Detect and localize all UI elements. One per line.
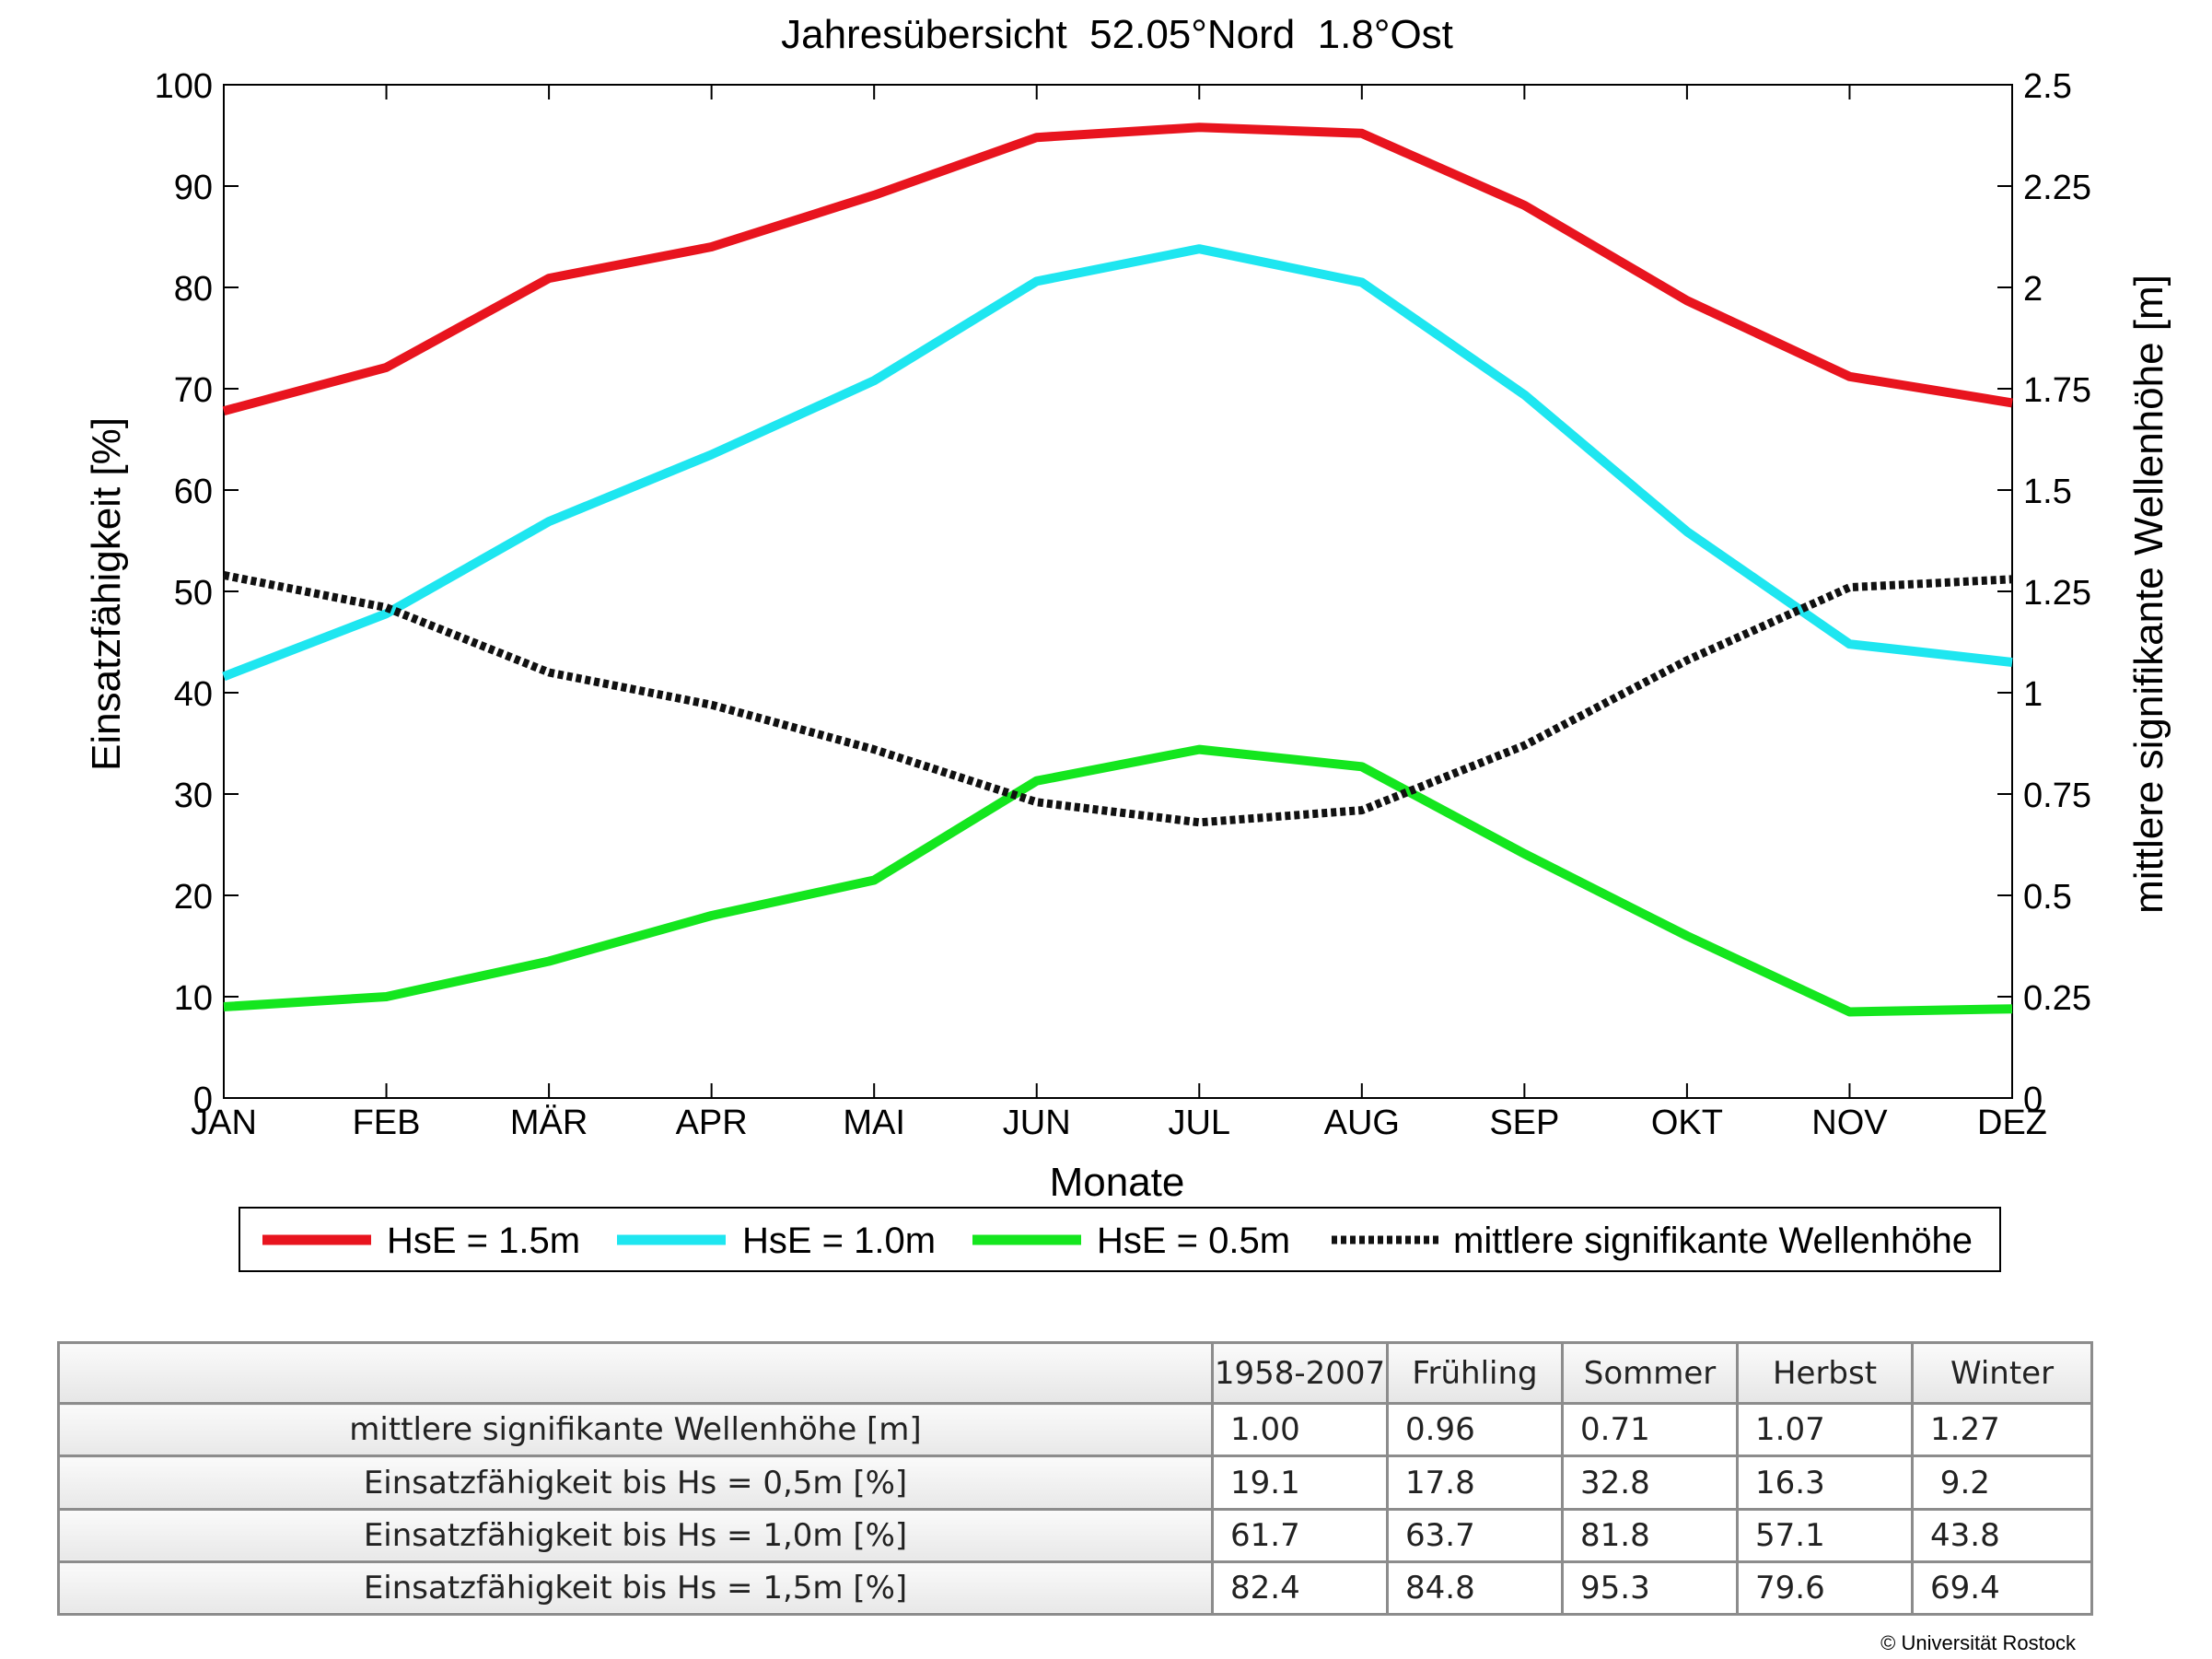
table-cell: 32.8: [1561, 1455, 1739, 1511]
y-axis-label: Einsatzfähigkeit [%]: [84, 417, 129, 771]
series-line-hse-1-0m: [222, 244, 2013, 682]
table-cell: 0.71: [1561, 1402, 1739, 1458]
series-line-hse-1-5m: [222, 123, 2013, 416]
table-cell: 57.1: [1736, 1507, 1914, 1563]
y2-tick-label: 2: [2023, 270, 2043, 309]
y2-tick-label: 1.75: [2023, 371, 2091, 410]
y2-tick-label: 0.75: [2023, 777, 2091, 815]
x-tick-label: AUG: [1324, 1104, 1400, 1142]
line-chart: Jahresübersicht 52.05°Nord 1.8°Ost 01020…: [84, 12, 2171, 1272]
plot-frame: [223, 84, 2013, 1099]
x-tick-label: OKT: [1651, 1104, 1723, 1142]
x-tick-label: NOV: [1811, 1104, 1888, 1142]
table-header-cell: Frühling: [1386, 1340, 1564, 1406]
x-tick-label: JUL: [1168, 1104, 1230, 1142]
y-tick-label: 50: [174, 574, 213, 613]
y2-tick-label: 1.25: [2023, 574, 2091, 613]
chart-title: Jahresübersicht 52.05°Nord 1.8°Ost: [781, 12, 1453, 57]
copyright-notice: © Universität Rostock: [1880, 1631, 2076, 1654]
table-cell: 19.1: [1211, 1455, 1389, 1511]
x-tick-label: MÄR: [510, 1104, 588, 1142]
table-cell: 81.8: [1561, 1507, 1739, 1563]
y2-tick-label: 2.25: [2023, 169, 2091, 207]
table-cell: 1.27: [1911, 1402, 2093, 1458]
table-cell: 84.8: [1386, 1560, 1564, 1617]
table-cell: 16.3: [1736, 1455, 1914, 1511]
table-cell: 17.8: [1386, 1455, 1564, 1511]
table-header-cell: [57, 1340, 1214, 1406]
table-header-cell: Sommer: [1561, 1340, 1739, 1406]
y-tick-label: 30: [174, 777, 213, 815]
statistics-table: 1958-2007 Frühling Sommer Herbst Winter …: [57, 1340, 2093, 1617]
table-cell: 1.07: [1736, 1402, 1914, 1458]
y-tick-label: 10: [174, 979, 213, 1018]
table-cell: 69.4: [1911, 1560, 2093, 1617]
y-tick-label: 70: [174, 371, 213, 410]
x-tick-label: MAI: [843, 1104, 905, 1142]
x-tick-label: FEB: [353, 1104, 421, 1142]
y-tick-label: 90: [174, 169, 213, 207]
y-tick-label: 60: [174, 473, 213, 511]
y2-tick-label: 0.5: [2023, 878, 2072, 917]
x-tick-label: APR: [676, 1104, 748, 1142]
series-line-mittlere-signifikante-wellenh-he: [223, 570, 2013, 827]
legend-label: HsE = 1.0m: [742, 1221, 936, 1261]
table-row: Einsatzfähigkeit bis Hs = 1,5m [%] 82.4 …: [57, 1560, 2093, 1617]
row-label: Einsatzfähigkeit bis Hs = 1,0m [%]: [57, 1507, 1214, 1563]
table-header-cell: Herbst: [1736, 1340, 1914, 1406]
table-row: Einsatzfähigkeit bis Hs = 1,0m [%] 61.7 …: [57, 1507, 2093, 1563]
legend-label: HsE = 0.5m: [1097, 1221, 1290, 1261]
table-row: mittlere signifikante Wellenhöhe [m] 1.0…: [57, 1402, 2093, 1458]
table-cell: 0.96: [1386, 1402, 1564, 1458]
table-header-row: 1958-2007 Frühling Sommer Herbst Winter: [57, 1340, 2093, 1406]
x-tick-label: JUN: [1003, 1104, 1071, 1142]
legend: HsE = 1.5m HsE = 1.0m HsE = 0.5m mittlere s…: [239, 1207, 2001, 1272]
table-cell: 82.4: [1211, 1560, 1389, 1617]
y-tick-label: 80: [174, 270, 213, 309]
table-cell: 43.8: [1911, 1507, 2093, 1563]
row-label: Einsatzfähigkeit bis Hs = 1,5m [%]: [57, 1560, 1214, 1617]
table-cell: 1.00: [1211, 1402, 1389, 1458]
table-cell: 79.6: [1736, 1560, 1914, 1617]
y2-tick-label: 0.25: [2023, 979, 2091, 1018]
table-cell: 63.7: [1386, 1507, 1564, 1563]
x-tick-label: JAN: [191, 1104, 257, 1142]
table-cell: 95.3: [1561, 1560, 1739, 1617]
y-tick-label: 20: [174, 878, 213, 917]
table-header-cell: Winter: [1911, 1340, 2093, 1406]
y2-tick-label: 0: [2023, 1081, 2043, 1119]
legend-label: HsE = 1.5m: [387, 1221, 580, 1261]
y2-tick-label: 1: [2023, 675, 2043, 714]
y2-axis-label: mittlere signifikante Wellenhöhe [m]: [2126, 275, 2171, 914]
x-tick-label: SEP: [1489, 1104, 1559, 1142]
y-tick-label: 0: [193, 1081, 213, 1119]
row-label: Einsatzfähigkeit bis Hs = 0,5m [%]: [57, 1455, 1214, 1511]
x-tick-label: DEZ: [1977, 1104, 2047, 1142]
y-tick-label: 100: [155, 67, 213, 106]
table-cell: 61.7: [1211, 1507, 1389, 1563]
y-tick-label: 40: [174, 675, 213, 714]
table-row: Einsatzfähigkeit bis Hs = 0,5m [%] 19.1 …: [57, 1455, 2093, 1511]
y2-tick-label: 2.5: [2023, 67, 2072, 106]
legend-label: mittlere signifikante Wellenhöhe: [1453, 1221, 1973, 1261]
y2-tick-label: 1.5: [2023, 473, 2072, 511]
table-header-cell: 1958-2007: [1211, 1340, 1389, 1406]
x-axis-label: Monate: [1050, 1160, 1185, 1205]
legend-box: [239, 1207, 2001, 1272]
table-cell: 9.2: [1911, 1455, 2093, 1511]
series-line-hse-0-5m: [223, 744, 2013, 1017]
row-label: mittlere signifikante Wellenhöhe [m]: [57, 1402, 1214, 1458]
plot-area: 0 10 20 30 40 50 60 70 80 90 100 0 0.25 0.5 0.75 1 1.25 1…: [155, 67, 2091, 1142]
